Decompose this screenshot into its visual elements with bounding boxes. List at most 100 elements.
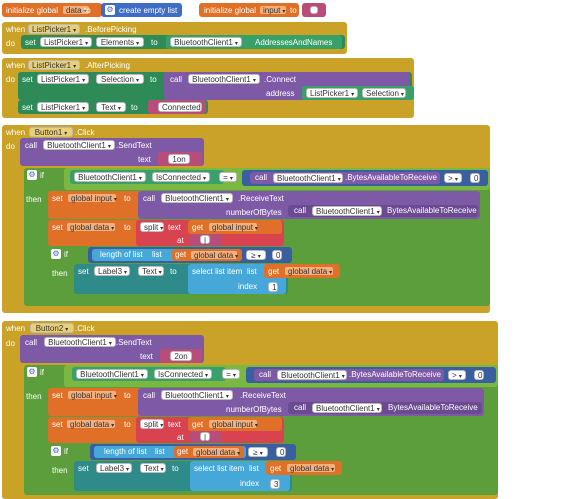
- length-label: length of list: [100, 250, 143, 259]
- to-label: to: [124, 391, 131, 400]
- var-global-data[interactable]: global data: [286, 463, 336, 473]
- var-name-data[interactable]: data: [62, 5, 90, 15]
- gear-icon[interactable]: ⚙: [51, 249, 61, 259]
- string-pipe[interactable]: |: [200, 235, 210, 245]
- gear-icon[interactable]: ⚙: [105, 5, 115, 15]
- var-name-input[interactable]: input: [259, 5, 287, 15]
- set-label: set: [52, 194, 63, 203]
- var-global-data[interactable]: global data: [66, 222, 116, 232]
- call-label: call: [143, 194, 156, 203]
- to-label: to: [151, 38, 158, 47]
- do-label: do: [6, 39, 15, 48]
- selection-prop[interactable]: Selection: [362, 88, 406, 98]
- string-1on[interactable]: 1on: [168, 154, 190, 164]
- index-value[interactable]: 1: [268, 282, 278, 292]
- target-component[interactable]: ListPicker1: [40, 37, 92, 47]
- to-label: to: [131, 103, 138, 112]
- list-param: list: [249, 464, 259, 473]
- set-label: set: [52, 420, 63, 429]
- method-name: .BytesAvailableToReceive: [349, 370, 441, 379]
- then-label: then: [52, 466, 68, 475]
- bt-component[interactable]: BluetoothClient1: [312, 403, 382, 413]
- target-component[interactable]: ListPicker1: [37, 102, 89, 112]
- list-param: list: [247, 267, 257, 276]
- empty-string-value[interactable]: [310, 6, 318, 14]
- number-zero[interactable]: 0: [272, 250, 282, 260]
- gear-icon[interactable]: ⚙: [27, 367, 37, 377]
- var-global-input[interactable]: global input: [67, 193, 117, 203]
- component-select[interactable]: ListPicker1: [28, 60, 80, 70]
- text-prop[interactable]: Text: [140, 463, 166, 473]
- property-select[interactable]: Text: [96, 102, 126, 112]
- split-op[interactable]: split: [140, 419, 164, 429]
- create-empty-list-block[interactable]: [101, 3, 182, 17]
- bt-component[interactable]: BluetoothClient1: [188, 74, 260, 84]
- gt-operator[interactable]: >: [448, 370, 466, 380]
- var-global-data[interactable]: global data: [192, 447, 240, 457]
- var-global-input[interactable]: global input: [208, 222, 258, 232]
- isconnected-prop[interactable]: IsConnected: [154, 369, 212, 379]
- bt-component[interactable]: BluetoothClient1: [161, 193, 233, 203]
- to-label: to: [124, 223, 131, 232]
- bt-component[interactable]: BluetoothClient1: [277, 370, 347, 380]
- init-label: initialize global: [6, 6, 59, 15]
- select-label: select list item: [194, 464, 245, 473]
- label3-component[interactable]: Label3: [96, 463, 132, 473]
- target-component[interactable]: ListPicker1: [37, 74, 89, 84]
- bt-component[interactable]: BluetoothClient1: [43, 140, 115, 150]
- lp-component[interactable]: ListPicker1: [306, 88, 358, 98]
- component-select[interactable]: Button1: [29, 127, 73, 137]
- bt-component[interactable]: BluetoothClient1: [74, 172, 146, 182]
- split-op[interactable]: split: [140, 222, 164, 232]
- bt-component[interactable]: BluetoothClient1: [44, 337, 116, 347]
- do-label: do: [6, 75, 15, 84]
- if-label: if: [40, 171, 44, 180]
- number-zero[interactable]: 0: [276, 447, 286, 457]
- get-label: get: [268, 267, 280, 276]
- bt-component[interactable]: BluetoothClient1: [273, 173, 343, 183]
- bt-component[interactable]: BluetoothClient1: [161, 390, 233, 400]
- number-zero[interactable]: 0: [470, 173, 480, 183]
- string-2on[interactable]: 2on: [170, 351, 192, 361]
- to-label: to: [124, 194, 131, 203]
- when-label: when: [6, 25, 26, 34]
- label3-component[interactable]: Label3: [94, 266, 130, 276]
- property-select[interactable]: Elements: [96, 37, 144, 47]
- length-label: length of list: [104, 447, 147, 456]
- eq-operator[interactable]: =: [222, 369, 240, 379]
- property-select[interactable]: Selection: [96, 74, 144, 84]
- eq-operator[interactable]: =: [219, 172, 237, 182]
- bt-component[interactable]: BluetoothClient1: [76, 369, 148, 379]
- call-label: call: [294, 206, 307, 215]
- ge-operator[interactable]: ≥: [248, 447, 268, 457]
- component-select[interactable]: ListPicker1: [28, 24, 80, 34]
- at-param: at: [177, 236, 184, 245]
- bt-component[interactable]: BluetoothClient1: [170, 37, 242, 47]
- gear-icon[interactable]: ⚙: [51, 446, 61, 456]
- var-global-data[interactable]: global data: [190, 250, 238, 260]
- number-zero[interactable]: 0: [474, 370, 484, 380]
- gt-operator[interactable]: >: [444, 173, 462, 183]
- index-value[interactable]: 3: [270, 479, 280, 489]
- call-label: call: [143, 391, 156, 400]
- event-name: .BeforePicking: [85, 25, 137, 34]
- text-prop[interactable]: Text: [138, 266, 164, 276]
- isconnected-prop[interactable]: IsConnected: [152, 172, 210, 182]
- component-select[interactable]: Button2: [30, 323, 74, 333]
- call-label: call: [170, 75, 183, 84]
- get-label: get: [270, 464, 282, 473]
- var-global-input[interactable]: global input: [208, 419, 258, 429]
- when-label: when: [6, 61, 26, 70]
- ge-operator[interactable]: ≥: [246, 250, 266, 260]
- select-label: select list item: [192, 267, 243, 276]
- to-label: to: [84, 6, 91, 15]
- var-global-input[interactable]: global input: [67, 390, 117, 400]
- var-global-data[interactable]: global data: [284, 266, 334, 276]
- var-global-data[interactable]: global data: [66, 419, 116, 429]
- then-label: then: [26, 195, 42, 204]
- string-connected[interactable]: Connected: [158, 102, 202, 112]
- string-pipe[interactable]: |: [200, 432, 210, 442]
- bt-component[interactable]: BluetoothClient1: [312, 206, 382, 216]
- index-param: index: [238, 282, 258, 291]
- gear-icon[interactable]: ⚙: [27, 170, 37, 180]
